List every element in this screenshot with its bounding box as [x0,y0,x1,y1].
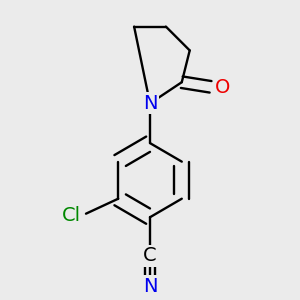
Text: C: C [143,246,157,265]
Text: N: N [143,277,157,296]
Text: O: O [215,78,230,97]
Text: Cl: Cl [62,206,81,225]
Text: N: N [143,94,157,113]
